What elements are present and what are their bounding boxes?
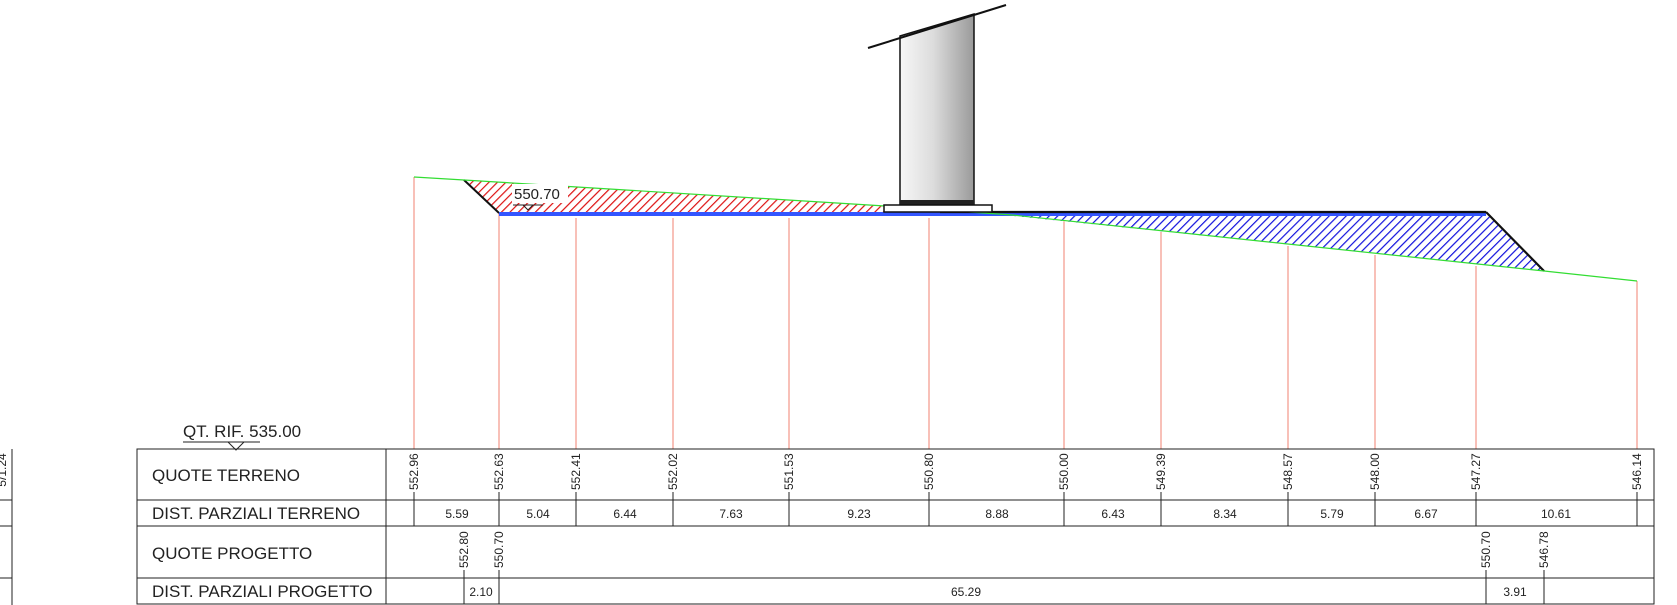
- terrain-distance: 6.44: [613, 507, 637, 521]
- row-label-project-distances: DIST. PARZIALI PROGETTO: [152, 582, 372, 601]
- terrain-elevation: 548.57: [1281, 453, 1295, 490]
- terrain-distance: 9.23: [847, 507, 871, 521]
- row-label-terrain-distances: DIST. PARZIALI TERRENO: [152, 504, 360, 523]
- project-elevation: 550.70: [492, 531, 506, 568]
- station-lines: [413, 177, 1638, 449]
- terrain-elevation: 548.00: [1368, 453, 1382, 490]
- terrain-elevation: 552.41: [569, 453, 583, 490]
- terrain-elevations: 552.96 552.63 552.41 552.02 551.53 550.8…: [407, 453, 1644, 490]
- terrain-elevation: 552.96: [407, 453, 421, 490]
- reference-level: QT. RIF. 535.00: [183, 422, 301, 451]
- project-elevations: 552.80 550.70 550.70 546.78: [457, 531, 1551, 568]
- terrain-elevation: 547.27: [1469, 453, 1483, 490]
- terrain-distance: 5.79: [1320, 507, 1344, 521]
- terrain-elevation: 550.00: [1057, 453, 1071, 490]
- triangle-down-icon: [226, 441, 246, 451]
- project-distances: 2.10 65.29 3.91: [469, 585, 1527, 599]
- terrain-distance: 8.88: [985, 507, 1009, 521]
- reference-level-label: QT. RIF. 535.00: [183, 422, 301, 441]
- terrain-distance: 6.67: [1414, 507, 1438, 521]
- terrain-elevation: 552.63: [492, 453, 506, 490]
- terrain-distances: 5.59 5.04 6.44 7.63 9.23 8.88 6.43 8.34 …: [445, 507, 1571, 521]
- platform-elevation-value: 550.70: [514, 186, 560, 203]
- cut-area: [464, 180, 940, 213]
- terrain-elevation: 551.53: [782, 453, 796, 490]
- project-distance: 3.91: [1503, 585, 1527, 599]
- terrain-elevation: 552.02: [666, 453, 680, 490]
- terrain-elevation: 546.14: [1630, 453, 1644, 490]
- terrain-distance: 8.34: [1213, 507, 1237, 521]
- terrain-distance: 6.43: [1101, 507, 1125, 521]
- cut-slope-line: [463, 179, 500, 214]
- project-distance: 65.29: [951, 585, 981, 599]
- row-label-project-heights: QUOTE PROGETTO: [152, 544, 312, 563]
- left-edge-fragment-value: 5/1.24: [0, 453, 9, 487]
- turbine-tower: [867, 4, 1007, 213]
- platform-elevation-label: 550.70: [512, 184, 568, 211]
- terrain-distance: 5.59: [445, 507, 469, 521]
- left-edge-fragment: 5/1.24: [0, 449, 13, 605]
- project-elevation: 546.78: [1537, 531, 1551, 568]
- terrain-elevation: 549.39: [1154, 453, 1168, 490]
- terrain-elevation: 550.80: [922, 453, 936, 490]
- terrain-distance: 7.63: [719, 507, 743, 521]
- project-elevation: 550.70: [1479, 531, 1493, 568]
- row-label-terrain-heights: QUOTE TERRENO: [152, 466, 300, 485]
- project-elevation: 552.80: [457, 531, 471, 568]
- project-distance: 2.10: [469, 585, 493, 599]
- terrain-distance: 5.04: [526, 507, 550, 521]
- terrain-distance: 10.61: [1541, 507, 1571, 521]
- profile-table: [136, 448, 1655, 605]
